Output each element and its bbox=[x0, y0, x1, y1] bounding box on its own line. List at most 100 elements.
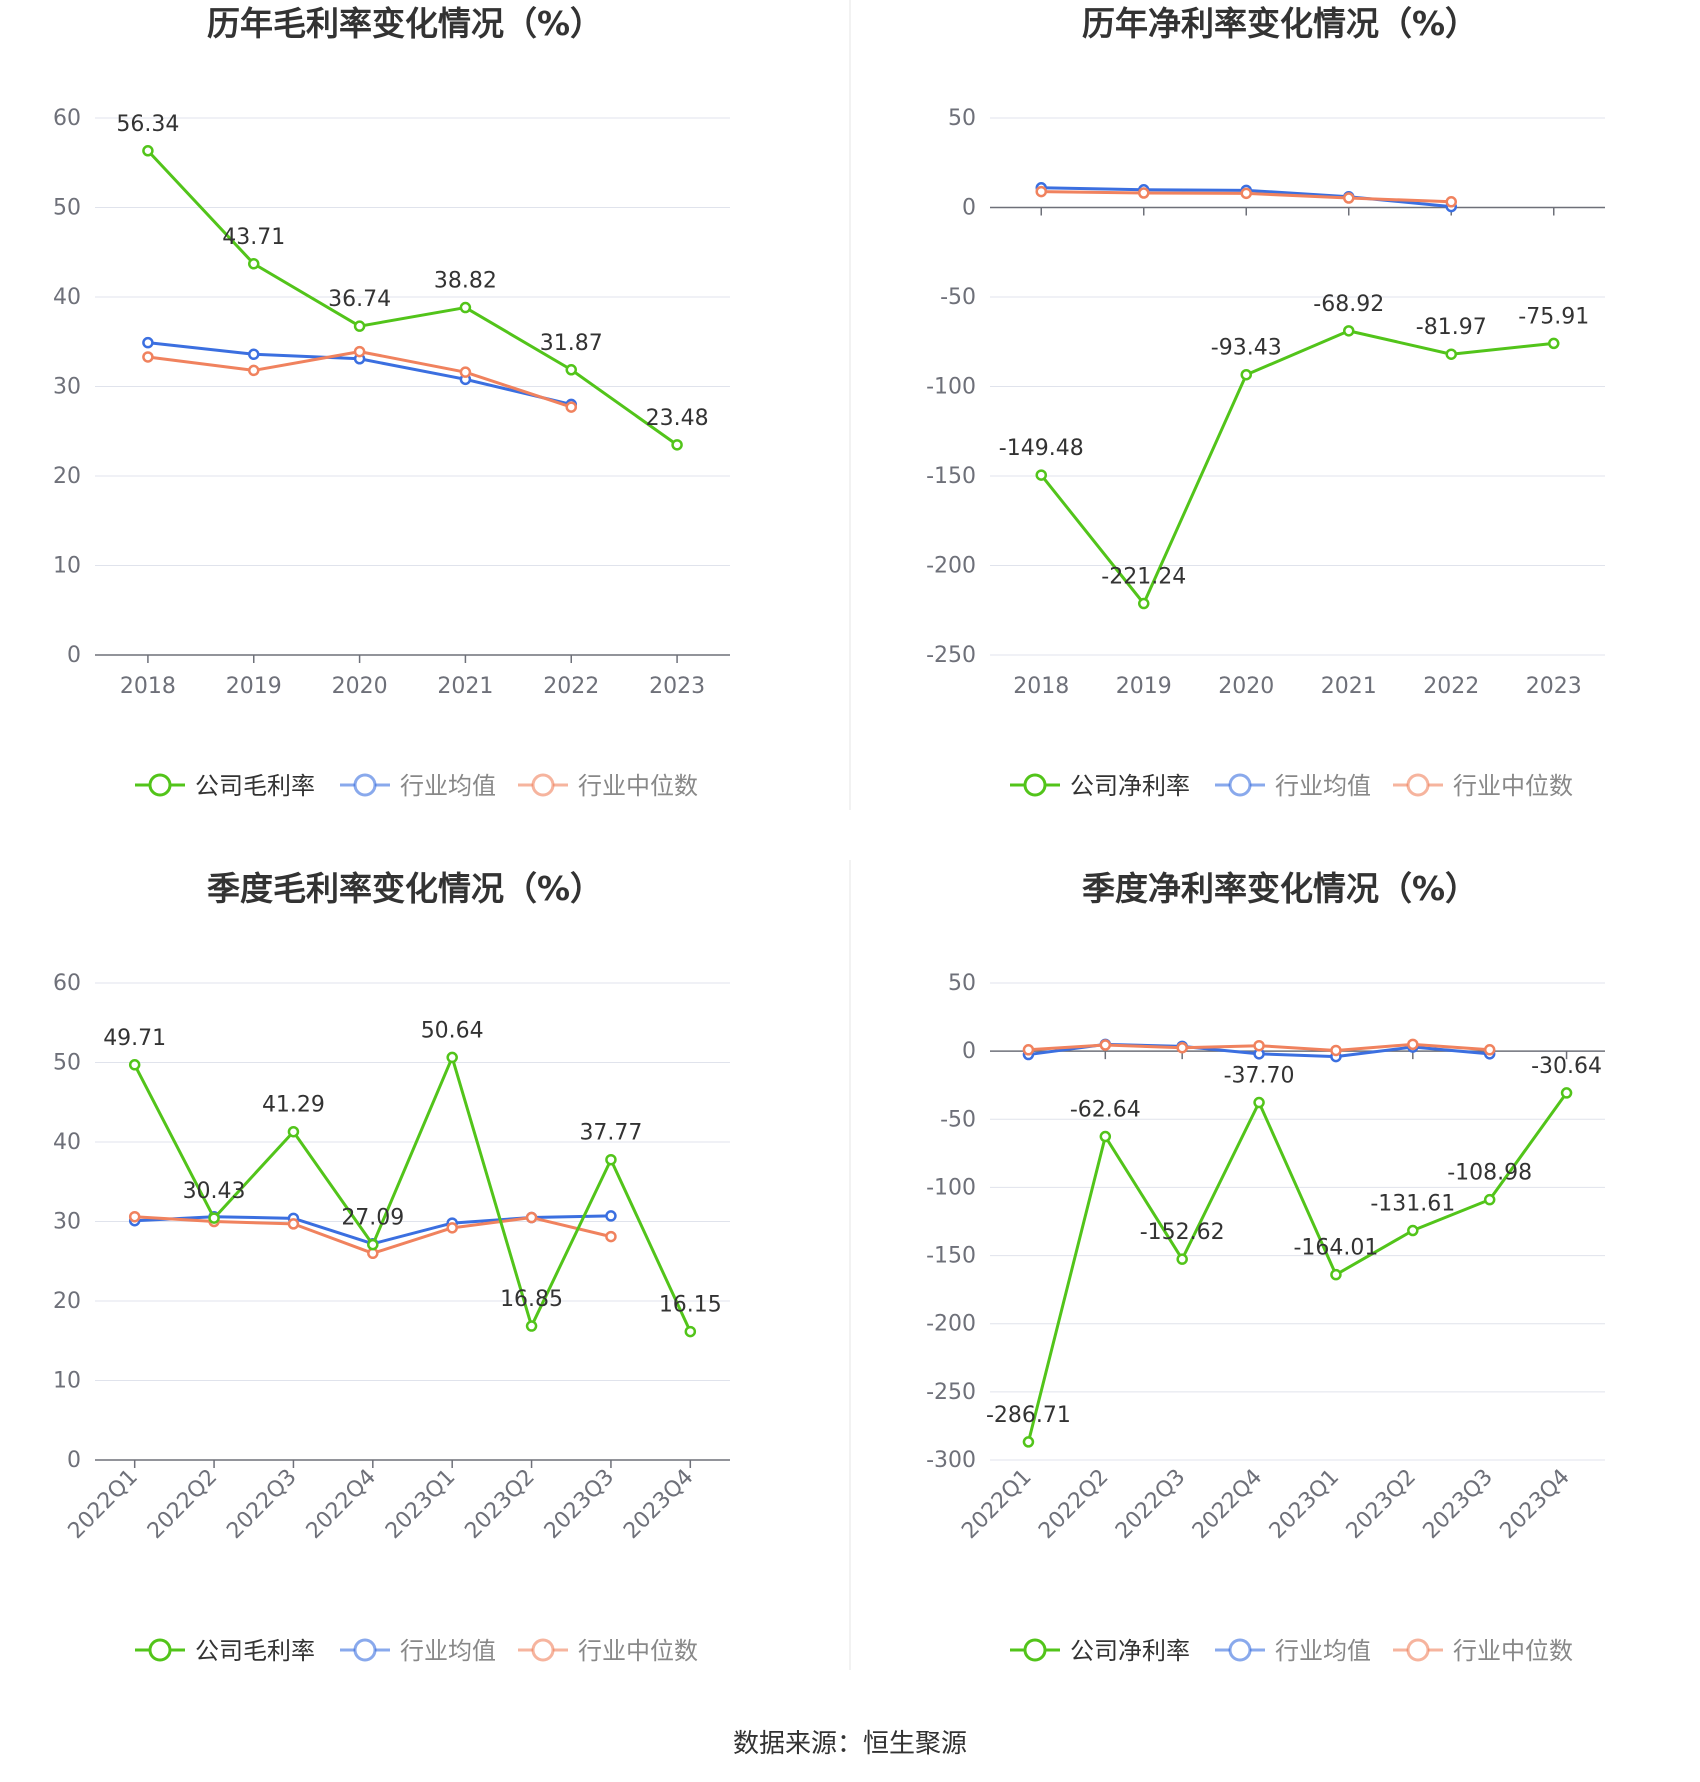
legend-label: 行业均值 bbox=[400, 1637, 496, 1665]
data-point-company bbox=[1330, 1268, 1342, 1281]
legend-label: 行业中位数 bbox=[578, 772, 698, 800]
legend-label: 公司毛利率 bbox=[195, 1637, 315, 1665]
data-point-median bbox=[1343, 192, 1355, 204]
y-tick-label: 50 bbox=[53, 1051, 81, 1076]
data-label: 38.82 bbox=[434, 269, 497, 294]
data-point-avg bbox=[142, 336, 154, 349]
legend-label: 行业中位数 bbox=[1453, 1637, 1573, 1665]
legend-label: 行业中位数 bbox=[1453, 772, 1573, 800]
legend-swatch-marker bbox=[1023, 1638, 1047, 1662]
legend-swatch-marker bbox=[531, 1638, 555, 1662]
data-label: -93.43 bbox=[1211, 336, 1282, 361]
legend-label: 行业均值 bbox=[1275, 772, 1371, 800]
data-point-median bbox=[1035, 185, 1047, 198]
data-point-median bbox=[1483, 1044, 1496, 1056]
data-point-company bbox=[1445, 348, 1457, 360]
data-point-median bbox=[1445, 196, 1457, 208]
x-tick-label: 2018 bbox=[120, 674, 176, 699]
data-point-company bbox=[565, 364, 577, 376]
legend-swatch-marker bbox=[1228, 1638, 1252, 1662]
chart-panel-1: 历年毛利率变化情况（%） 0 10 20 30 40 50 60 2018 2019 2020 202… bbox=[53, 4, 730, 800]
data-point-company bbox=[1035, 469, 1047, 481]
data-point-company bbox=[605, 1153, 617, 1166]
y-tick-label: 10 bbox=[53, 1369, 81, 1394]
data-label: 27.09 bbox=[341, 1206, 404, 1231]
data-point-median bbox=[1240, 187, 1252, 200]
data-point-company bbox=[446, 1051, 458, 1064]
data-point-company bbox=[1560, 1087, 1573, 1099]
x-tick-label: 2020 bbox=[1218, 674, 1274, 699]
legend-item-median: 行业中位数 bbox=[518, 1637, 698, 1665]
x-tick-label: 2022 bbox=[543, 674, 599, 699]
x-tick-label: 2023Q3 bbox=[540, 1465, 619, 1544]
data-point-median bbox=[525, 1211, 538, 1224]
x-tick-label: 2023 bbox=[1526, 674, 1582, 699]
x-tick-label: 2023Q1 bbox=[1265, 1465, 1344, 1544]
legend-label: 公司净利率 bbox=[1070, 1637, 1190, 1665]
y-tick-label: 0 bbox=[962, 196, 976, 221]
data-point-median bbox=[1330, 1044, 1342, 1057]
y-tick-label: 30 bbox=[53, 375, 81, 400]
x-tick-label: 2022Q1 bbox=[64, 1465, 143, 1544]
legend-label: 公司净利率 bbox=[1070, 772, 1190, 800]
legend-swatch-marker bbox=[353, 773, 377, 797]
data-label: 50.64 bbox=[421, 1018, 484, 1043]
data-point-median bbox=[142, 351, 154, 363]
x-tick-label: 2019 bbox=[1116, 674, 1172, 699]
y-tick-label: -300 bbox=[926, 1448, 976, 1473]
x-tick-label: 2022Q4 bbox=[1188, 1465, 1267, 1544]
data-label: 30.43 bbox=[183, 1179, 246, 1204]
data-point-company bbox=[1022, 1436, 1035, 1448]
x-tick-label: 2022Q2 bbox=[143, 1465, 222, 1544]
data-point-median bbox=[1138, 187, 1150, 199]
x-tick-label: 2020 bbox=[332, 674, 388, 699]
y-tick-label: -150 bbox=[926, 464, 976, 489]
data-label: 43.71 bbox=[222, 225, 285, 250]
chart-panel-4: 季度净利率变化情况（%） -300 -250 -200 -150 -100 -50 0 50 20… bbox=[926, 869, 1605, 1665]
chart-title: 季度毛利率变化情况（%） bbox=[207, 869, 603, 908]
data-point-median bbox=[1099, 1039, 1112, 1051]
legend-item-company: 公司净利率 bbox=[1010, 1637, 1190, 1665]
legend-item-avg: 行业均值 bbox=[1215, 1637, 1371, 1665]
data-point-company bbox=[1548, 337, 1560, 350]
data-point-company bbox=[1483, 1193, 1496, 1206]
y-tick-label: 20 bbox=[53, 1289, 81, 1314]
data-label: -81.97 bbox=[1416, 315, 1487, 340]
x-tick-label: 2022Q1 bbox=[957, 1465, 1036, 1544]
data-point-company bbox=[1253, 1096, 1265, 1109]
x-tick-label: 2021 bbox=[1321, 674, 1377, 699]
data-label: -75.91 bbox=[1518, 304, 1589, 329]
data-point-avg bbox=[605, 1210, 617, 1222]
data-point-company bbox=[459, 301, 472, 314]
data-point-company bbox=[1176, 1253, 1188, 1265]
y-tick-label: 0 bbox=[67, 643, 81, 668]
data-point-company bbox=[367, 1238, 379, 1251]
data-label: -108.98 bbox=[1447, 1161, 1532, 1186]
y-tick-label: -150 bbox=[926, 1244, 976, 1269]
y-tick-label: 0 bbox=[962, 1039, 976, 1064]
x-tick-label: 2022Q3 bbox=[1111, 1465, 1190, 1544]
y-tick-label: 40 bbox=[53, 285, 81, 310]
y-tick-label: 50 bbox=[948, 971, 976, 996]
data-label: -30.64 bbox=[1531, 1054, 1602, 1079]
legend-swatch-marker bbox=[531, 773, 555, 797]
y-tick-label: -250 bbox=[926, 643, 976, 668]
data-point-company bbox=[1343, 325, 1355, 337]
data-point-company bbox=[1138, 597, 1150, 610]
data-point-median bbox=[1253, 1039, 1265, 1052]
legend-swatch-marker bbox=[1228, 773, 1252, 797]
y-tick-label: 50 bbox=[53, 196, 81, 221]
y-tick-label: -50 bbox=[940, 285, 976, 310]
data-label: -152.62 bbox=[1140, 1220, 1225, 1245]
series-line-company bbox=[1026, 1092, 1568, 1443]
data-point-company bbox=[1407, 1224, 1419, 1237]
x-tick-label: 2019 bbox=[226, 674, 282, 699]
legend-label: 行业均值 bbox=[400, 772, 496, 800]
data-label: -131.61 bbox=[1370, 1192, 1455, 1217]
data-label: 23.48 bbox=[646, 406, 709, 431]
y-tick-label: -50 bbox=[940, 1107, 976, 1132]
legend-item-avg: 行业均值 bbox=[1215, 772, 1371, 800]
data-point-company bbox=[248, 258, 260, 270]
